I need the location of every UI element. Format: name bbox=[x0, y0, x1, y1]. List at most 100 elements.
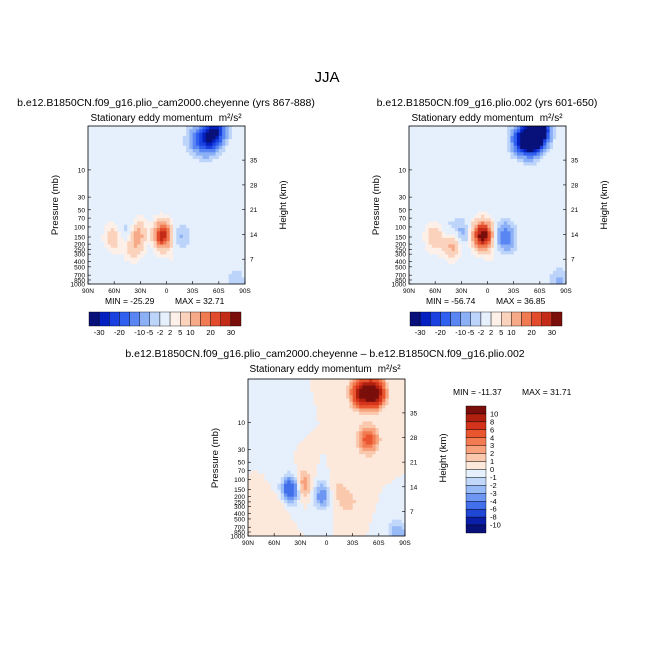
y-tick-label: 850 bbox=[395, 277, 406, 284]
field-cell bbox=[222, 221, 226, 226]
field-cell bbox=[549, 208, 554, 212]
x-tick-label: 60N bbox=[429, 288, 441, 295]
field-cell bbox=[212, 234, 216, 239]
field-cell bbox=[127, 165, 131, 170]
field-cell bbox=[438, 198, 443, 203]
field-cell bbox=[484, 270, 488, 275]
field-cell bbox=[212, 181, 216, 186]
field-cell bbox=[409, 277, 413, 282]
field-cell bbox=[503, 155, 508, 160]
field-cell bbox=[166, 241, 171, 245]
field-cell bbox=[543, 162, 547, 166]
field-cell bbox=[510, 149, 515, 153]
field-cell bbox=[435, 175, 439, 180]
field-cell bbox=[150, 244, 154, 249]
field-cell bbox=[516, 188, 521, 193]
field-cell bbox=[231, 126, 236, 130]
field-cell bbox=[415, 135, 420, 140]
field-cell bbox=[415, 254, 420, 259]
field-cell bbox=[189, 168, 194, 173]
field-cell bbox=[182, 181, 187, 186]
field-cell bbox=[202, 231, 207, 236]
field-cell bbox=[107, 198, 112, 203]
field-cell bbox=[503, 126, 508, 130]
field-cell bbox=[559, 208, 564, 212]
field-cell bbox=[435, 231, 439, 236]
field-cell bbox=[159, 158, 164, 163]
y-right-tick-label: 28 bbox=[571, 182, 579, 189]
field-cell bbox=[241, 135, 246, 140]
field-cell bbox=[513, 132, 518, 137]
field-cell bbox=[212, 188, 216, 193]
field-cell bbox=[543, 274, 547, 278]
field-cell bbox=[228, 201, 233, 206]
field-cell bbox=[186, 257, 190, 262]
field-cell bbox=[133, 267, 138, 272]
field-cell bbox=[192, 132, 197, 137]
field-cell bbox=[516, 162, 521, 166]
field-cell bbox=[438, 234, 443, 239]
field-cell bbox=[176, 237, 180, 242]
field-cell bbox=[471, 208, 475, 212]
field-cell bbox=[283, 379, 288, 383]
field-cell bbox=[507, 149, 511, 153]
field-cell bbox=[507, 165, 511, 170]
field-cell bbox=[163, 198, 167, 203]
field-cell bbox=[480, 221, 485, 226]
field-cell bbox=[533, 244, 537, 249]
field-cell bbox=[355, 379, 360, 383]
field-cell bbox=[461, 234, 465, 239]
field-cell bbox=[556, 218, 560, 222]
field-cell bbox=[546, 135, 551, 140]
field-cell bbox=[120, 126, 125, 130]
field-cell bbox=[546, 158, 551, 163]
field-cell bbox=[192, 205, 197, 209]
field-cell bbox=[192, 208, 197, 212]
field-cell bbox=[231, 221, 236, 226]
field-cell bbox=[484, 191, 488, 196]
field-cell bbox=[461, 270, 465, 275]
field-cell bbox=[497, 198, 501, 203]
field-cell bbox=[153, 244, 158, 249]
field-cell bbox=[336, 385, 340, 390]
field-cell bbox=[480, 205, 485, 209]
field-cell bbox=[143, 244, 148, 249]
field-cell bbox=[458, 155, 462, 160]
field-cell bbox=[461, 145, 465, 150]
field-cell bbox=[422, 277, 426, 282]
field-cell bbox=[471, 277, 475, 282]
colorbar-label: -2 bbox=[157, 328, 164, 337]
field-cell bbox=[231, 191, 236, 196]
field-cell bbox=[150, 260, 154, 265]
field-cell bbox=[559, 224, 564, 229]
field-cell bbox=[458, 168, 462, 173]
field-cell bbox=[156, 257, 161, 262]
field-cell bbox=[205, 181, 210, 186]
field-cell bbox=[516, 241, 521, 245]
field-cell bbox=[186, 181, 190, 186]
field-cell bbox=[454, 244, 459, 249]
y-tick-label: 200 bbox=[74, 242, 85, 249]
field-cell bbox=[163, 139, 167, 143]
field-cell bbox=[435, 280, 439, 285]
field-cell bbox=[464, 244, 469, 249]
field-cell bbox=[409, 149, 413, 153]
field-cell bbox=[133, 126, 138, 130]
field-cell bbox=[283, 392, 288, 396]
field-cell bbox=[199, 172, 203, 176]
field-cell bbox=[451, 158, 456, 163]
field-cell bbox=[94, 155, 99, 160]
field-cell bbox=[418, 277, 423, 282]
field-cell bbox=[415, 270, 420, 275]
field-cell bbox=[176, 172, 180, 176]
field-cell bbox=[205, 260, 210, 265]
field-cell bbox=[117, 188, 122, 193]
field-cell bbox=[153, 155, 158, 160]
field-cell bbox=[458, 224, 462, 229]
field-cell bbox=[235, 211, 239, 216]
colorbar-swatch bbox=[190, 311, 201, 327]
field-cell bbox=[88, 181, 92, 186]
field-cell bbox=[231, 277, 236, 282]
field-cell bbox=[516, 228, 521, 232]
field-cell bbox=[543, 158, 547, 163]
